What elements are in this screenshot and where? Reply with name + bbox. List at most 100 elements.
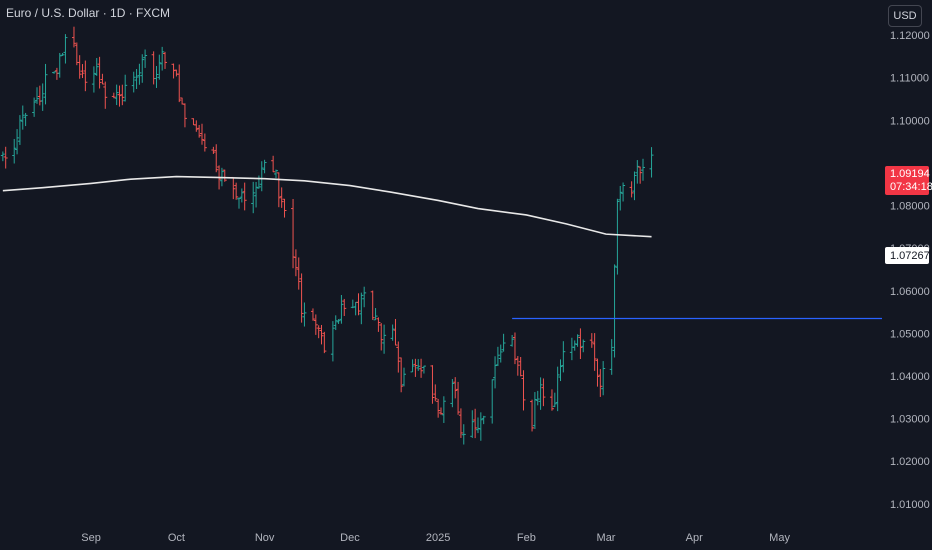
ma-price-tag: 1.07267 — [885, 247, 930, 264]
ohlc-bar — [376, 317, 381, 332]
ohlc-bar — [140, 54, 145, 83]
last-price-value: 1.09194 — [890, 168, 930, 180]
ohlc-bar — [612, 264, 617, 358]
ohlc-bar — [510, 334, 515, 347]
ohlc-bar — [236, 197, 241, 209]
ohlc-bar — [313, 314, 318, 335]
ohlc-bar — [77, 55, 82, 79]
x-tick-label: Sep — [81, 532, 101, 544]
ohlc-bar — [74, 42, 79, 66]
chart-title: Euro / U.S. Dollar · 1D · FXCM — [6, 6, 171, 20]
ohlc-bar — [177, 64, 182, 103]
ohlc-bar — [120, 84, 125, 106]
ohlc-bar — [498, 344, 503, 363]
ohlc-bar — [43, 63, 48, 105]
ohlc-bar — [458, 408, 463, 438]
x-axis-labels: Sep Oct Nov Dec 2025 Feb Mar Apr May — [81, 532, 790, 544]
ohlc-bar — [259, 161, 264, 192]
ohlc-bar — [439, 407, 443, 415]
ohlc-bar — [359, 292, 364, 325]
ohlc-bar — [214, 144, 219, 173]
ohlc-bar — [518, 356, 523, 377]
ohlc-bar — [114, 84, 119, 106]
y-tick-label: 1.10000 — [890, 115, 930, 127]
ohlc-bar — [63, 34, 68, 64]
y-tick-label: 1.06000 — [890, 286, 930, 298]
y-tick-label: 1.02000 — [890, 456, 930, 468]
ohlc-bar — [100, 73, 105, 85]
ohlc-bar — [641, 158, 646, 181]
ohlc-bar — [419, 358, 424, 378]
y-tick-label: 1.11000 — [890, 73, 929, 85]
ohlc-bar — [530, 399, 535, 432]
x-tick-label: Feb — [517, 532, 536, 544]
last-price-tag: 1.09194 07:34:18 — [885, 166, 932, 195]
ohlc-bar — [558, 359, 563, 382]
ohlc-bar — [310, 308, 315, 321]
ohlc-bar — [191, 118, 196, 126]
ohlc-bar — [160, 46, 165, 71]
ohlc-bar — [60, 52, 65, 56]
ohlc-bar — [197, 124, 202, 138]
ohlc-bar — [595, 358, 600, 387]
ohlc-bar — [532, 392, 537, 430]
ohlc-bar — [222, 169, 227, 182]
ohlc-bar — [336, 319, 341, 324]
ohlc-bar — [71, 26, 76, 48]
ohlc-bar — [638, 166, 643, 184]
ohlc-bar — [299, 273, 304, 323]
ohlc-bar — [342, 298, 347, 317]
ohlc-bar — [276, 172, 281, 208]
ohlc-bar — [538, 377, 543, 410]
ohlc-bar — [163, 51, 168, 69]
ohlc-bar — [123, 74, 128, 102]
ohlc-bar — [475, 417, 480, 434]
ohlc-bar — [94, 58, 99, 76]
ohlc-bar — [410, 359, 415, 373]
ohlc-bar — [3, 146, 8, 169]
ohlc-bar — [399, 357, 404, 393]
ohlc-bar — [572, 340, 577, 351]
ohlc-bar — [279, 187, 284, 208]
ohlc-bar — [561, 341, 566, 373]
ohlc-bar — [433, 384, 438, 402]
ohlc-bar — [52, 71, 57, 74]
ohlc-bar — [271, 155, 276, 173]
ohlc-bar — [293, 249, 298, 277]
ohlc-bar — [23, 112, 28, 127]
ohlc-bar — [402, 367, 407, 387]
ohlc-bar — [353, 301, 358, 316]
ohlc-bar — [134, 69, 139, 90]
ohlc-bar — [621, 182, 626, 202]
ohlc-bar — [180, 97, 185, 105]
y-tick-label: 1.05000 — [890, 328, 930, 340]
ohlc-bar — [151, 51, 156, 85]
x-tick-label: Mar — [597, 532, 616, 544]
ohlc-bar — [97, 56, 102, 89]
ohlc-bar — [421, 365, 426, 374]
ohlc-bar — [143, 49, 148, 68]
y-tick-label: 1.08000 — [890, 201, 930, 213]
currency-button[interactable]: USD — [888, 5, 922, 27]
ohlc-bar — [154, 66, 159, 88]
ohlc-bar — [478, 412, 483, 441]
ohlc-bars — [0, 26, 654, 445]
ohlc-bar — [251, 181, 256, 214]
ohlc-bar — [441, 396, 446, 423]
ohlc-bar — [430, 365, 435, 404]
ohlc-bar — [461, 424, 466, 445]
ohlc-bar — [32, 97, 37, 117]
ohlc-bar — [436, 398, 441, 418]
ohlc-bar — [40, 83, 45, 111]
ohlc-bar — [316, 325, 321, 339]
ohlc-bar — [493, 356, 498, 389]
y-axis-labels: 1.120001.110001.100001.080001.070001.060… — [890, 30, 930, 511]
moving-average-line — [2, 175, 652, 238]
ohlc-bar — [200, 123, 205, 145]
ohlc-bar — [234, 182, 239, 200]
ohlc-bar — [273, 169, 278, 179]
ohlc-bar — [339, 294, 344, 324]
x-tick-label: Apr — [686, 532, 703, 544]
ohlc-bar — [629, 181, 634, 198]
